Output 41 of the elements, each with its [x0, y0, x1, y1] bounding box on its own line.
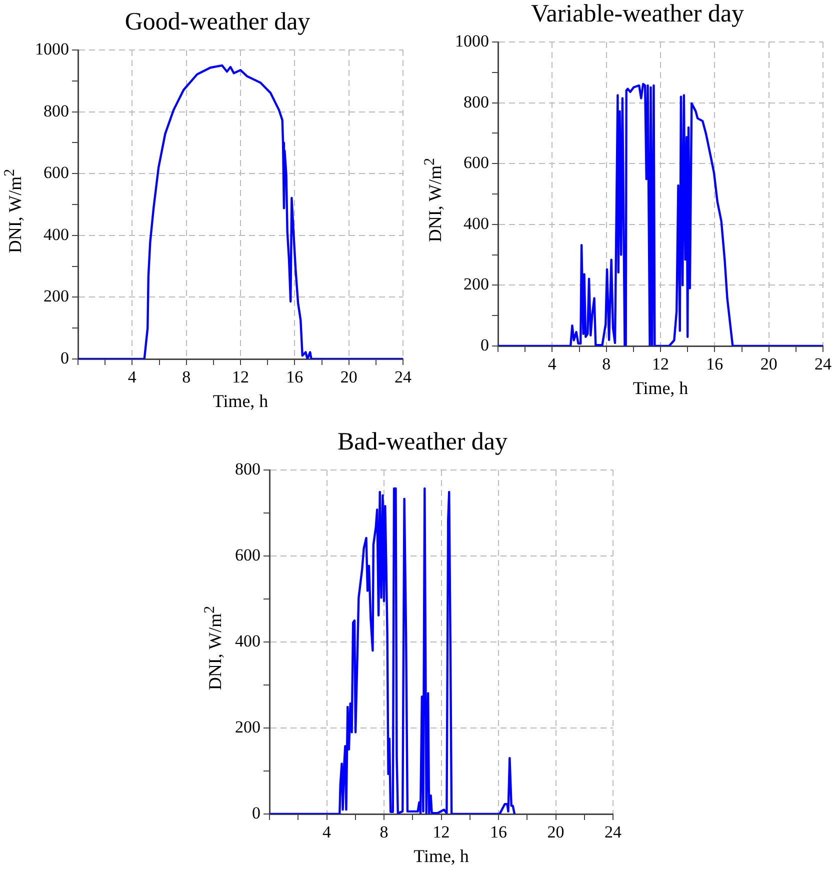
y-tick-label: 200	[44, 286, 69, 306]
y-tick-label: 600	[44, 163, 69, 182]
x-tick-label: 4	[322, 822, 332, 842]
y-tick-label: 0	[252, 803, 260, 822]
y-tick-label: 0	[60, 348, 69, 368]
chart-title: Variable-weather day	[530, 0, 745, 28]
x-axis-title: Time, h	[414, 846, 469, 866]
y-tick-label: 600	[464, 153, 489, 172]
x-axis-title: Time, h	[632, 378, 688, 398]
y-tick-label: 400	[44, 224, 69, 244]
x-tick-label: 8	[380, 822, 388, 842]
y-tick-label: 1000	[35, 39, 69, 58]
y-tick-label: 1000	[455, 31, 489, 50]
x-tick-label: 16	[706, 354, 724, 374]
y-tick-label: 400	[235, 631, 260, 650]
x-tick-label: 16	[490, 822, 507, 842]
x-tick-label: 24	[814, 354, 832, 374]
x-tick-label: 20	[547, 822, 564, 842]
x-axis-title: Time, h	[212, 390, 268, 411]
x-tick-label: 8	[182, 368, 191, 387]
x-tick-label: 8	[602, 354, 611, 374]
x-tick-label: 4	[128, 368, 137, 387]
x-tick-label: 24	[604, 822, 622, 842]
y-tick-label: 600	[235, 545, 260, 564]
x-tick-label: 12	[232, 368, 249, 387]
y-tick-label: 200	[464, 274, 489, 294]
x-tick-label: 20	[340, 368, 358, 387]
y-tick-label: 200	[235, 717, 260, 736]
x-tick-label: 4	[548, 354, 557, 374]
chart-title: Bad-weather day	[337, 428, 508, 456]
x-tick-label: 12	[652, 354, 669, 374]
y-tick-label: 800	[44, 101, 69, 120]
x-tick-label: 20	[760, 354, 778, 374]
x-tick-label: 12	[432, 822, 450, 842]
y-tick-label: 0	[480, 335, 489, 354]
y-tick-label: 800	[235, 459, 260, 478]
x-tick-label: 16	[286, 368, 304, 387]
y-tick-label: 400	[464, 214, 489, 233]
chart-title: Good-weather day	[124, 8, 311, 36]
y-tick-label: 800	[464, 92, 489, 112]
x-tick-label: 24	[394, 368, 412, 387]
